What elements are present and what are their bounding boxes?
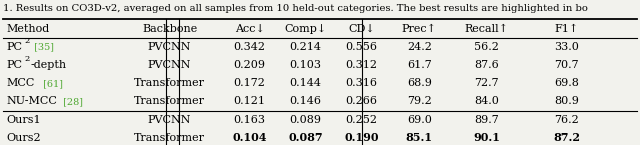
Text: Backbone: Backbone	[142, 24, 197, 34]
Text: 2: 2	[24, 37, 29, 45]
Text: 68.9: 68.9	[407, 78, 431, 88]
Text: 0.121: 0.121	[234, 97, 266, 106]
Text: 69.0: 69.0	[407, 115, 431, 125]
Text: 0.144: 0.144	[290, 78, 322, 88]
Text: PVCNN: PVCNN	[148, 115, 191, 125]
Text: 85.1: 85.1	[406, 132, 433, 143]
Text: 76.2: 76.2	[554, 115, 579, 125]
Text: 80.9: 80.9	[554, 97, 579, 106]
Text: 0.252: 0.252	[346, 115, 378, 125]
Text: 69.8: 69.8	[554, 78, 579, 88]
Text: 79.2: 79.2	[407, 97, 431, 106]
Text: PVCNN: PVCNN	[148, 60, 191, 70]
Text: 0.163: 0.163	[234, 115, 266, 125]
Text: Acc↓: Acc↓	[235, 24, 264, 34]
Text: 0.342: 0.342	[234, 42, 266, 52]
Text: Method: Method	[6, 24, 50, 34]
Text: F1↑: F1↑	[554, 24, 579, 34]
Text: Ours2: Ours2	[6, 133, 41, 143]
Text: 87.2: 87.2	[553, 132, 580, 143]
Text: Transformer: Transformer	[134, 133, 205, 143]
Text: Recall↑: Recall↑	[465, 24, 508, 34]
Text: [35]: [35]	[31, 43, 54, 52]
Text: Ours1: Ours1	[6, 115, 41, 125]
Text: 0.087: 0.087	[288, 132, 323, 143]
Text: 61.7: 61.7	[407, 60, 431, 70]
Text: PC: PC	[6, 60, 22, 70]
Text: 0.089: 0.089	[290, 115, 322, 125]
Text: 0.146: 0.146	[290, 97, 322, 106]
Text: NU-MCC: NU-MCC	[6, 97, 57, 106]
Text: 70.7: 70.7	[554, 60, 579, 70]
Text: 56.2: 56.2	[474, 42, 499, 52]
Text: 24.2: 24.2	[407, 42, 431, 52]
Text: 72.7: 72.7	[474, 78, 499, 88]
Text: 0.104: 0.104	[232, 132, 267, 143]
Text: Comp↓: Comp↓	[284, 24, 327, 34]
Text: 0.316: 0.316	[346, 78, 378, 88]
Text: PVCNN: PVCNN	[148, 42, 191, 52]
Text: 2: 2	[24, 55, 29, 64]
Text: 0.312: 0.312	[346, 60, 378, 70]
Text: 33.0: 33.0	[554, 42, 579, 52]
Text: 0.103: 0.103	[290, 60, 322, 70]
Text: 89.7: 89.7	[474, 115, 499, 125]
Text: 0.556: 0.556	[346, 42, 378, 52]
Text: 0.214: 0.214	[290, 42, 322, 52]
Text: 90.1: 90.1	[473, 132, 500, 143]
Text: 1. Results on CO3D-v2, averaged on all samples from 10 held-out categories. The : 1. Results on CO3D-v2, averaged on all s…	[3, 4, 588, 13]
Text: CD↓: CD↓	[348, 24, 375, 34]
Text: 0.266: 0.266	[346, 97, 378, 106]
Text: 0.209: 0.209	[234, 60, 266, 70]
Text: -depth: -depth	[31, 60, 67, 70]
Text: 87.6: 87.6	[474, 60, 499, 70]
Text: 84.0: 84.0	[474, 97, 499, 106]
Text: 0.190: 0.190	[344, 132, 379, 143]
Text: PC: PC	[6, 42, 22, 52]
Text: Transformer: Transformer	[134, 78, 205, 88]
Text: [28]: [28]	[60, 97, 83, 106]
Text: 0.172: 0.172	[234, 78, 266, 88]
Text: MCC: MCC	[6, 78, 35, 88]
Text: Transformer: Transformer	[134, 97, 205, 106]
Text: Prec↑: Prec↑	[402, 24, 436, 34]
Text: [61]: [61]	[40, 79, 63, 88]
